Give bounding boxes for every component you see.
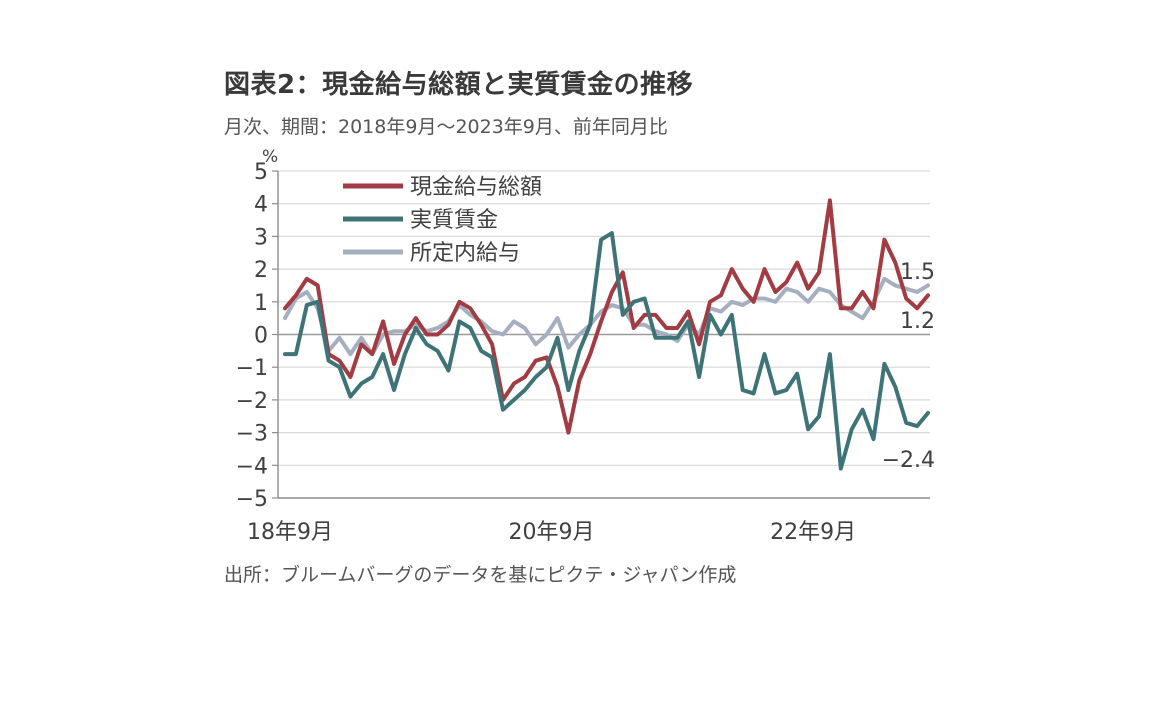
series-lines (283, 198, 930, 471)
axes (277, 171, 930, 499)
series-line-2 (283, 276, 930, 357)
y-tick-label: 4 (254, 193, 268, 218)
y-tick-label: −5 (236, 487, 268, 512)
y-tick-label: 2 (254, 258, 268, 283)
end-value-label: 1.2 (900, 309, 935, 334)
y-tick-label: −2 (236, 389, 268, 414)
series-line-1 (283, 231, 930, 471)
chart-source: 出所：ブルームバーグのデータを基にピクテ・ジャパン作成 (224, 564, 737, 586)
chart-title: 図表2：現金給与総額と実質賃金の推移 (224, 70, 694, 100)
legend-label: 所定内給与 (410, 241, 520, 266)
legend-label: 実質賃金 (410, 208, 498, 233)
end-labels: 1.2 −2.4 1.5 (882, 260, 935, 473)
gridlines (272, 170, 930, 499)
y-tick-label: −3 (236, 422, 268, 447)
end-value-label: −2.4 (882, 448, 935, 473)
chart-subtitle: 月次、期間：2018年9月～2023年9月、前年同月比 (224, 116, 668, 138)
y-tick-label: 5 (254, 160, 268, 185)
y-tick-label: −1 (236, 356, 268, 381)
y-tick-label: 0 (254, 324, 268, 349)
legend-label: 現金給与総額 (410, 175, 542, 200)
y-axis-unit: % (262, 147, 278, 167)
x-tick-label: 18年9月 (247, 520, 333, 545)
x-tick-labels: 18年9月 20年9月 22年9月 (247, 520, 856, 545)
y-tick-label: −4 (236, 454, 268, 479)
end-value-label: 1.5 (900, 260, 935, 285)
y-tick-label: 3 (254, 225, 268, 250)
series-line-0 (283, 198, 930, 435)
x-tick-label: 20年9月 (509, 520, 595, 545)
x-tick-label: 22年9月 (770, 520, 856, 545)
y-tick-labels: 5 4 3 2 1 0 −1 −2 −3 −4 −5 (236, 160, 268, 512)
y-tick-label: 1 (254, 291, 268, 316)
